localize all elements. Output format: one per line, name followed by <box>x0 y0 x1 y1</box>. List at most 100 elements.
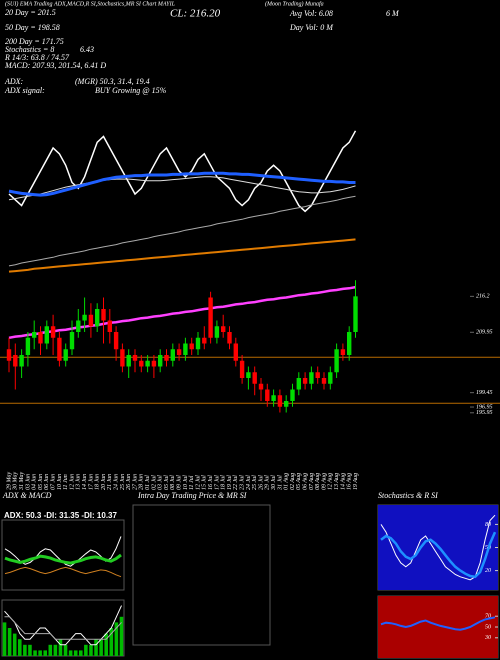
x-tick-label: 20 Jun <box>101 474 107 490</box>
x-tick-label: 08 Aug <box>315 473 321 490</box>
x-tick-label: 29 May <box>6 472 12 490</box>
annotation: Avg Vol: 6.08 <box>289 9 333 18</box>
candle-body <box>151 360 157 367</box>
series-line <box>8 238 356 273</box>
x-tick-label: 11 Jun <box>63 474 69 490</box>
candle-body <box>57 337 62 361</box>
x-tick-label: 17 Jun <box>88 474 94 490</box>
x-tick-label: 10 Jun <box>57 474 63 490</box>
candle-body <box>44 326 49 344</box>
annotation: 6 M <box>386 9 400 18</box>
candle-body <box>88 314 94 327</box>
series-line <box>380 531 497 579</box>
series-line <box>8 285 356 340</box>
candle-body <box>13 355 18 367</box>
x-tick-label: 09 Aug <box>321 473 327 490</box>
candle-body <box>296 378 301 390</box>
histogram-bar <box>89 644 93 656</box>
x-tick-label: 16 Aug <box>347 473 353 490</box>
histogram-bar <box>104 633 108 656</box>
x-tick-label: 26 Jun <box>126 474 132 490</box>
candle-body <box>107 320 112 332</box>
x-tick-label: 18 Jun <box>95 474 101 490</box>
candle-body <box>139 360 144 367</box>
x-tick-label: 03 Jun <box>25 474 31 490</box>
x-tick-label: 02 Aug <box>290 473 296 490</box>
candle-body <box>63 349 68 361</box>
x-tick-label: 29 Jul <box>265 475 271 490</box>
series-line <box>4 566 122 578</box>
x-tick-label: 16 Jul <box>208 475 214 490</box>
candle-body <box>271 395 276 401</box>
x-tick-label: 12 Jul <box>195 475 201 490</box>
y-tick-label: 70 <box>485 614 491 620</box>
x-tick-label: 24 Jul <box>245 475 252 490</box>
chart-subtitle: (Moon Trading) Munafa <box>265 0 324 7</box>
candle-body <box>321 378 327 384</box>
candle-body <box>252 372 257 384</box>
candle-body <box>195 337 201 350</box>
candle-body <box>239 360 245 378</box>
y-tick-label: 195.95 <box>476 410 493 416</box>
histogram-bar <box>33 650 37 656</box>
x-tick-label: 02 Jul <box>151 475 157 490</box>
x-tick-label: 24 Jun <box>112 474 119 490</box>
candle-body <box>258 383 264 390</box>
histogram-bar <box>119 616 124 656</box>
series-line <box>4 605 122 646</box>
candle-body <box>25 337 31 355</box>
histogram-bar <box>12 633 17 656</box>
candle-body <box>202 337 207 344</box>
annotation: 6.43 <box>80 45 94 54</box>
x-tick-label: 30 May <box>13 472 19 491</box>
candle-body <box>277 395 283 407</box>
x-tick-label: 18 Jul <box>221 475 227 490</box>
histogram-bar <box>94 639 98 656</box>
histogram-bar <box>84 644 88 656</box>
panel-annotation: ADX: 50.3 -DI: 31.35 -DI: 10.37 <box>4 511 117 520</box>
series-line <box>8 176 356 201</box>
candle-body <box>32 332 37 338</box>
candle-body <box>189 343 194 350</box>
x-tick-label: 19 Jul <box>227 475 233 490</box>
x-tick-label: 27 Jun <box>132 474 138 490</box>
series-line <box>380 616 496 631</box>
x-tick-label: 03 Jul <box>158 475 164 490</box>
candle-body <box>214 326 220 338</box>
y-tick-label: 50 <box>485 624 491 630</box>
annotation: 20 Day = 201.5 <box>5 8 56 17</box>
x-tick-label: 28 Jun <box>139 474 145 490</box>
histogram-bar <box>28 644 32 656</box>
chart-title: (SUI) EMA Trading ADX,MACD,R SI,Stochast… <box>5 0 176 7</box>
x-tick-label: 23 Jul <box>239 475 245 490</box>
candle-body <box>6 349 12 361</box>
candle-body <box>19 355 24 367</box>
candle-body <box>145 360 150 367</box>
x-tick-label: 25 Jul <box>252 475 258 490</box>
x-tick-label: 21 Jun <box>107 474 113 490</box>
y-tick-label: 196.95 <box>476 404 493 410</box>
x-tick-label: 05 Jun <box>38 474 44 490</box>
candle-body <box>290 389 295 401</box>
candle-body <box>340 349 346 355</box>
x-tick-label: 17 Jul <box>214 475 220 490</box>
x-tick-label: 13 Aug <box>334 473 340 490</box>
y-tick-label: 209.95 <box>476 330 493 336</box>
series-line <box>8 195 356 267</box>
candle-body <box>101 309 106 321</box>
panel-frame <box>1 519 125 591</box>
candle-body <box>246 372 251 378</box>
annotation: 200 Day = 171.75 <box>5 37 64 46</box>
annotation: 50 Day = 198.58 <box>5 23 60 32</box>
x-tick-label: 12 Aug <box>328 473 334 490</box>
x-tick-label: 14 Aug <box>339 473 346 490</box>
candle-body <box>170 349 175 361</box>
x-tick-label: 15 Jul <box>202 475 208 490</box>
x-tick-label: 31 May <box>19 472 25 491</box>
annotation: Stochastics = 8 <box>5 45 54 54</box>
x-tick-label: 30 Jul <box>271 475 277 491</box>
annotation: (MGR) 50.3, 31.4, 19.4 <box>75 77 150 86</box>
candle-body <box>227 332 232 344</box>
histogram-bar <box>109 628 114 656</box>
candle-body <box>183 343 188 355</box>
